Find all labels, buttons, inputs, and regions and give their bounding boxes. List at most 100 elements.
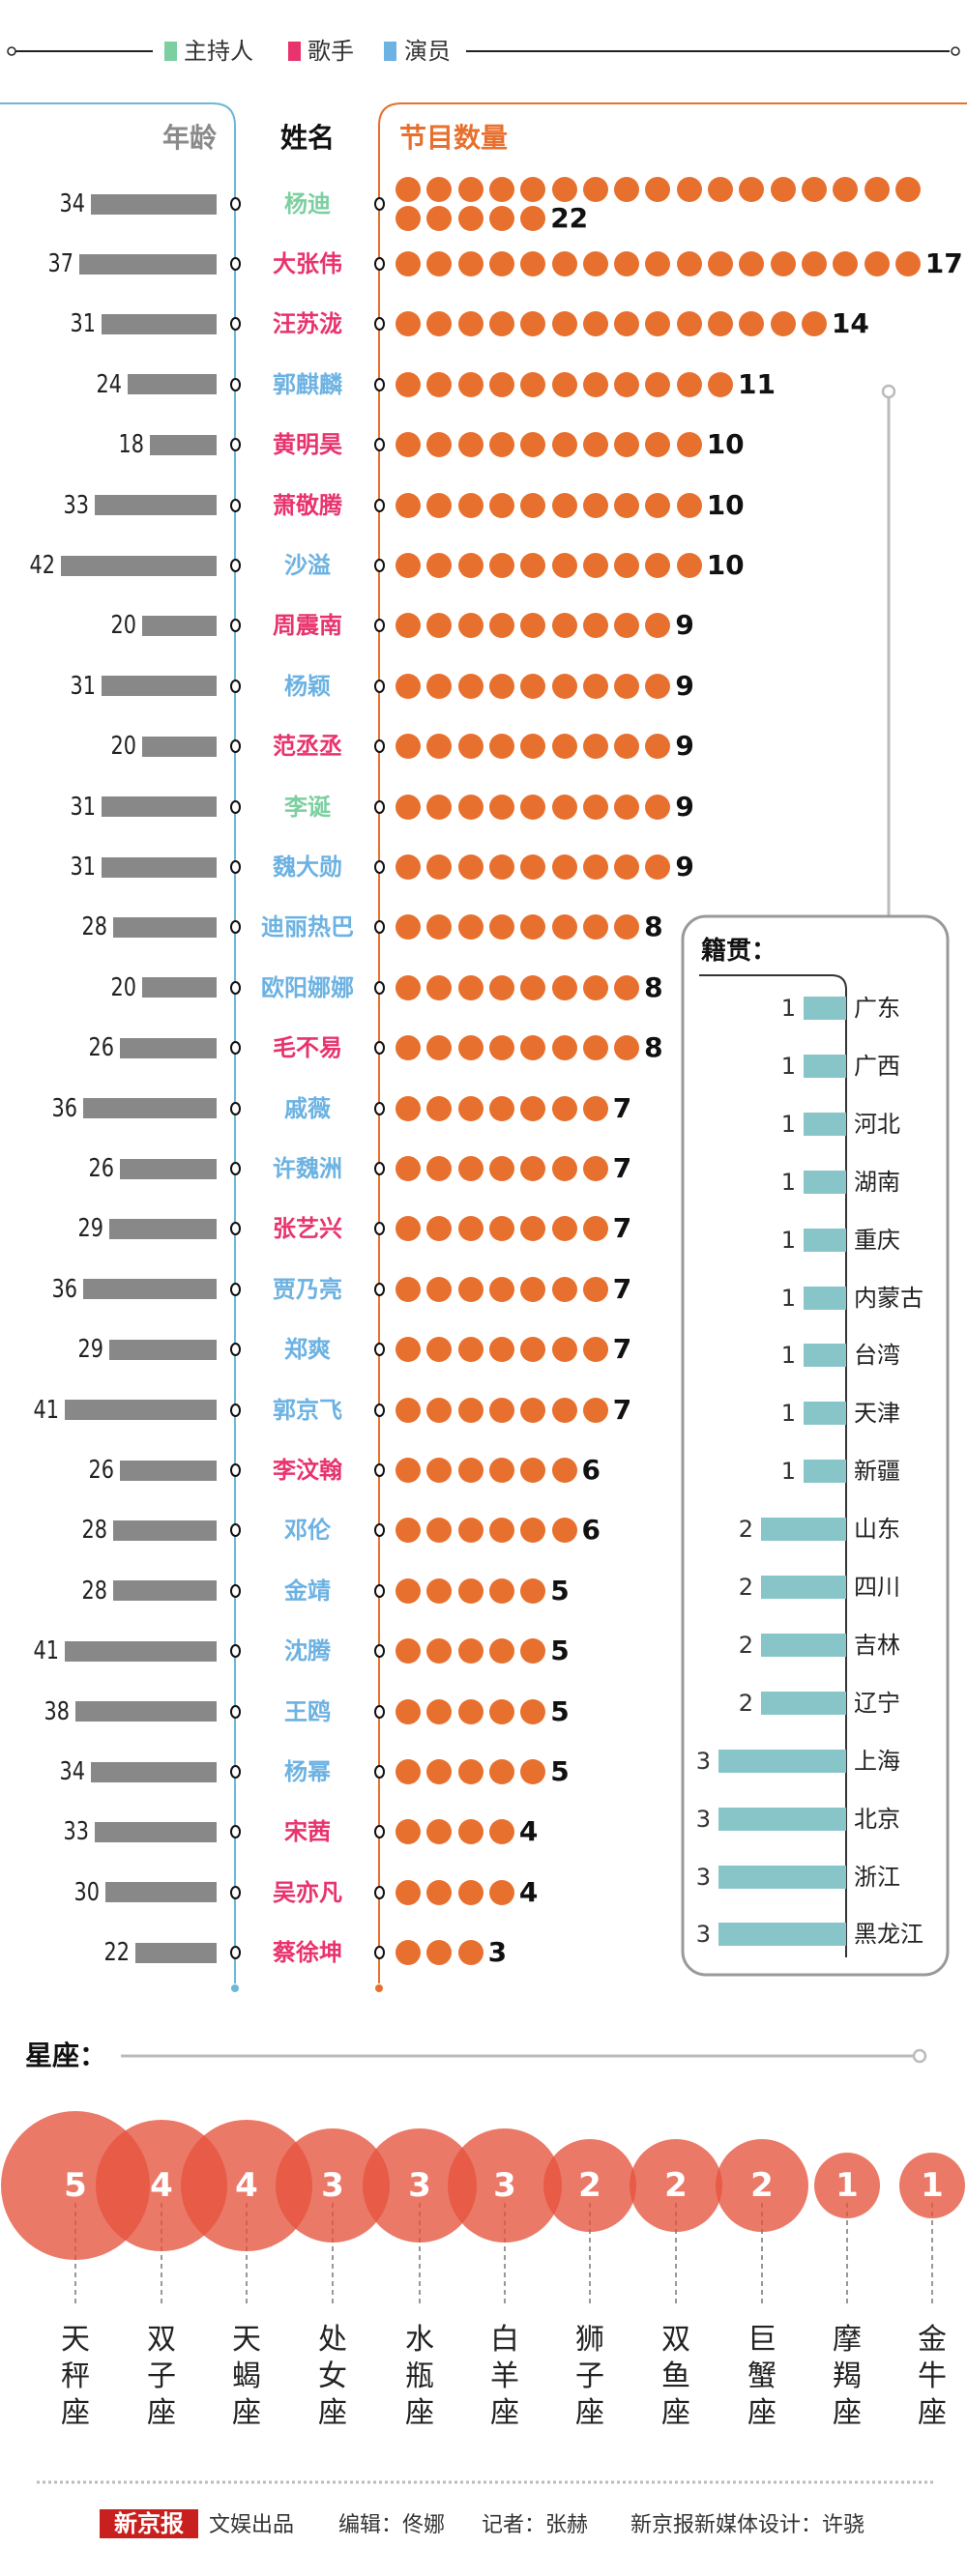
program-dot	[488, 613, 514, 639]
age-bar	[128, 374, 217, 395]
program-dot	[457, 1156, 484, 1181]
program-dot	[739, 177, 765, 202]
program-count: 10	[706, 488, 745, 521]
program-dot	[582, 492, 608, 518]
program-dot	[676, 553, 702, 578]
age-axis-marker	[229, 1101, 241, 1115]
program-dot	[582, 553, 608, 578]
person-name: 迪丽热巴	[261, 913, 354, 941]
program-dot	[582, 311, 608, 337]
program-dot	[551, 553, 577, 578]
program-dot	[551, 432, 577, 458]
age-value: 34	[59, 1757, 85, 1786]
program-dot	[488, 1759, 514, 1784]
person-name: 蔡徐坤	[273, 1939, 342, 1967]
count-axis-marker	[373, 920, 385, 935]
program-dot	[614, 854, 640, 880]
age-value: 31	[70, 792, 97, 822]
program-dot	[614, 553, 640, 578]
zodiac-bubble	[899, 2153, 965, 2218]
age-bar	[102, 856, 217, 878]
age-value: 41	[33, 1636, 59, 1666]
program-dot	[396, 673, 421, 699]
program-dot	[520, 251, 546, 276]
program-dot	[457, 794, 484, 820]
program-dot	[645, 492, 671, 518]
province-bar	[718, 1923, 846, 1947]
person-name: 郭京飞	[273, 1396, 342, 1424]
province-count: 3	[695, 1863, 711, 1891]
zodiac-count: 3	[408, 2166, 431, 2205]
program-dot	[645, 613, 671, 639]
program-count: 9	[675, 851, 694, 883]
program-count: 4	[518, 1815, 539, 1848]
zodiac-name: 天蝎座	[232, 2323, 261, 2430]
program-dot	[426, 177, 453, 202]
province-name: 广西	[854, 1052, 900, 1080]
program-dot	[488, 1397, 514, 1423]
province-name: 山东	[854, 1516, 900, 1544]
program-dot	[488, 432, 514, 458]
program-dot	[582, 1276, 608, 1302]
age-axis-marker	[229, 679, 241, 693]
program-dot	[551, 613, 577, 639]
province-bar	[804, 1344, 846, 1368]
program-dot	[457, 206, 484, 231]
zodiac-count: 1	[835, 2166, 859, 2205]
count-axis-marker	[373, 1041, 385, 1056]
province-count: 1	[780, 1400, 796, 1428]
program-dot	[396, 1759, 421, 1784]
province-box	[681, 914, 950, 1977]
program-dot	[614, 251, 640, 276]
program-dot	[488, 1035, 514, 1061]
zodiac-count: 3	[321, 2166, 344, 2205]
program-dot	[488, 371, 514, 397]
program-count: 7	[612, 1091, 632, 1124]
age-bar	[142, 736, 217, 757]
province-bar	[761, 1518, 846, 1542]
program-dot	[396, 1216, 421, 1242]
program-dot	[551, 251, 577, 276]
program-dot	[426, 1819, 453, 1845]
province-count: 2	[738, 1516, 753, 1544]
province-bar	[804, 1054, 846, 1078]
age-value: 30	[73, 1877, 101, 1907]
program-dot	[426, 1940, 453, 1966]
province-connector-end	[881, 384, 896, 399]
program-dot	[396, 974, 421, 1000]
age-value: 22	[103, 1938, 130, 1968]
age-value: 26	[88, 1456, 115, 1485]
program-dot	[457, 1337, 484, 1363]
program-dot	[426, 492, 453, 518]
count-axis-marker	[373, 980, 385, 995]
program-dot	[614, 371, 640, 397]
program-dot	[426, 974, 453, 1000]
program-dot	[582, 914, 608, 941]
count-axis-marker	[373, 377, 385, 391]
program-dot	[426, 1577, 453, 1604]
program-dot	[426, 1638, 453, 1664]
program-count: 11	[738, 367, 776, 400]
age-bar	[150, 434, 217, 455]
program-dot	[520, 1698, 546, 1724]
program-count: 9	[675, 609, 694, 642]
program-dot	[708, 177, 733, 202]
program-dot	[676, 432, 702, 458]
program-dot	[426, 613, 453, 639]
age-bar	[64, 1400, 217, 1421]
count-axis-marker	[373, 498, 385, 512]
program-dot	[551, 311, 577, 337]
age-axis-marker	[229, 1162, 241, 1175]
program-dot	[426, 371, 453, 397]
person-name: 宋茜	[284, 1818, 331, 1846]
program-dot	[488, 311, 514, 337]
age-value: 26	[88, 1154, 115, 1183]
program-dot	[396, 206, 421, 231]
age-axis-marker	[229, 799, 241, 814]
program-dot	[645, 734, 671, 760]
age-axis-marker	[229, 1765, 241, 1779]
count-axis-marker	[373, 679, 385, 693]
count-axis-marker	[373, 1583, 385, 1598]
program-dot	[520, 673, 546, 699]
count-axis-marker	[373, 1282, 385, 1296]
